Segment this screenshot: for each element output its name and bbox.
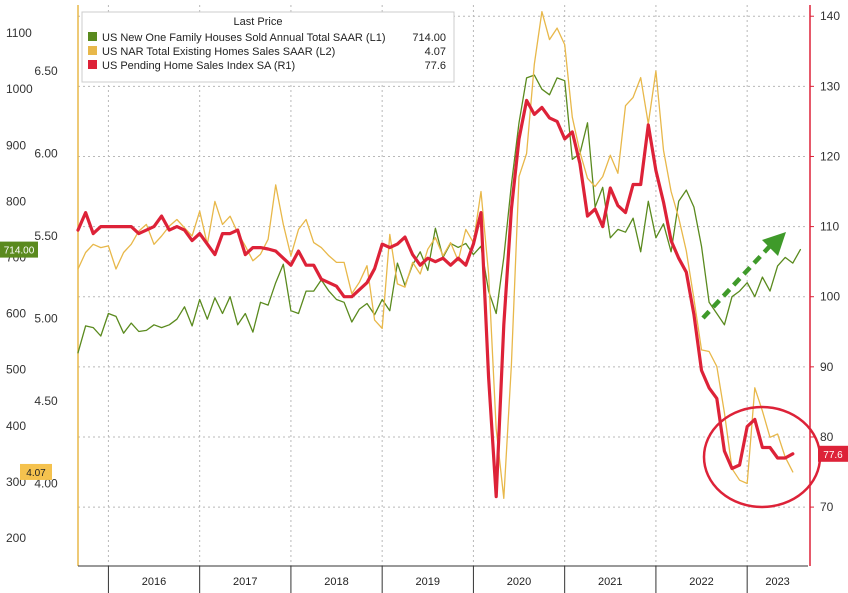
badge-l2 [20,463,52,480]
legend-label: US Pending Home Sales Index SA (R1) [102,60,295,72]
badge-l2-text: 4.07 [26,468,46,479]
tick-label-l1: 1000 [6,82,33,96]
tick-label-l2: 6.00 [34,147,58,161]
legend-value: 714.00 [412,32,446,44]
series-lines [76,10,802,499]
x-tick-label: 2022 [689,576,713,588]
series-line-l2 [77,10,794,499]
series-line-l1 [77,74,802,354]
legend-label: US New One Family Houses Sold Annual Tot… [102,32,385,44]
x-tick-label: 2017 [233,576,257,588]
tick-label-l1: 800 [6,194,26,208]
legend: Last Price US New One Family Houses Sold … [81,11,455,83]
tick-label-l1: 200 [6,531,26,545]
x-tick-label: 2020 [507,576,531,588]
tick-label-l1: 600 [6,307,26,321]
legend-value: 4.07 [425,46,446,58]
badge-r1-text: 77.6 [823,450,843,461]
tick-label-l1: 400 [6,419,26,433]
tick-label-r1: 140 [820,9,840,23]
grid [78,5,808,566]
tick-label-l2: 5.00 [34,312,58,326]
tick-label-r1: 130 [820,79,840,93]
tick-label-l2: 5.50 [34,229,58,243]
legend-swatch [88,60,97,69]
x-tick-label: 2023 [765,576,789,588]
tick-label-r1: 100 [820,290,840,304]
last-value-badges: 714.00 4.07 77.6 [0,241,848,480]
badge-l1 [0,241,38,258]
legend-swatch [88,32,97,41]
legend-box [81,11,455,83]
tick-label-l2: 4.00 [34,477,58,491]
trend-arrow-head [762,232,786,256]
legend-title: Last Price [234,16,283,28]
tick-label-r1: 80 [820,430,834,444]
badge-l1-text: 714.00 [4,246,35,257]
x-tick-label: 2016 [142,576,166,588]
tick-label-l1: 900 [6,138,26,152]
x-tick-label: 2018 [324,576,348,588]
badge-r1 [818,445,848,462]
x-axis-bar [0,566,848,593]
tick-label-l2: 4.50 [34,394,58,408]
tick-label-l1: 500 [6,363,26,377]
trend-arrow-line [701,244,772,320]
legend-value: 77.6 [425,60,446,72]
legend-label: US NAR Total Existing Homes Sales SAAR (… [102,46,335,58]
tick-label-r1: 70 [820,500,834,514]
tick-label-l2: 6.50 [34,64,58,78]
legend-swatch [88,46,97,55]
x-tick-label: 2021 [598,576,622,588]
axes: 200300400500600700800900100011004.004.50… [0,5,848,593]
tick-label-r1: 110 [820,220,839,234]
x-tick-label: 2019 [416,576,440,588]
series-line-r1 [76,98,795,499]
tick-label-r1: 120 [820,149,840,163]
tick-label-l1: 1100 [6,26,32,40]
tick-label-r1: 90 [820,360,834,374]
